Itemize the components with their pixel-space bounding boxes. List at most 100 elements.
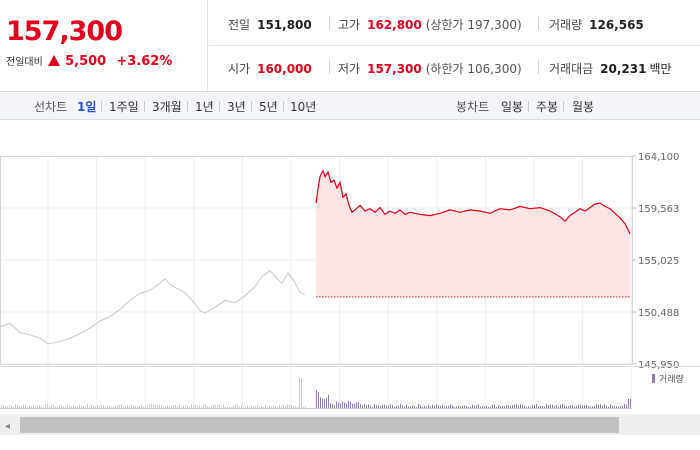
- volume-bar: [245, 406, 246, 408]
- tab-3-month[interactable]: 3개월: [152, 100, 182, 114]
- volume-bar: [215, 404, 216, 408]
- tab-daily-candle[interactable]: 일봉: [501, 100, 524, 114]
- volume-bar: [195, 404, 196, 408]
- volume-bar: [486, 405, 487, 408]
- volume-bar: [105, 406, 106, 408]
- volume-bar: [430, 406, 431, 408]
- volume-bar: [452, 405, 453, 408]
- volume-bar: [414, 406, 415, 408]
- volume-bar: [352, 403, 353, 408]
- volume-bar: [299, 378, 300, 408]
- volume-bar: [522, 404, 523, 408]
- volume-bar: [514, 404, 515, 408]
- volume-bar: [73, 405, 74, 408]
- volume-bar: [386, 405, 387, 408]
- y-tick-label: 164,100: [638, 152, 679, 163]
- volume-bar: [532, 404, 533, 408]
- tab-monthly-candle[interactable]: 월봉: [572, 100, 595, 114]
- volume-bar: [95, 406, 96, 408]
- scrollbar-thumb[interactable]: [20, 417, 619, 433]
- volume-bar: [41, 406, 42, 408]
- volume-bar: [438, 405, 439, 408]
- tab-1-year[interactable]: 1년: [195, 100, 214, 114]
- volume-bar: [239, 406, 240, 408]
- volume-bar: [229, 406, 230, 408]
- volume-bar: [263, 406, 264, 408]
- volume-bar: [480, 406, 481, 408]
- volume-bar: [534, 405, 535, 408]
- volume-bar: [508, 405, 509, 408]
- volume-bar: [77, 406, 78, 408]
- volume-bar: [243, 406, 244, 408]
- volume-bar: [191, 404, 192, 408]
- volume-bar: [25, 405, 26, 408]
- volume-bar: [45, 404, 46, 408]
- line-chart-label: 선차트: [34, 100, 68, 114]
- volume-bar: [364, 404, 365, 408]
- tab-10-year[interactable]: 10년: [290, 100, 317, 114]
- volume-bar: [410, 406, 411, 408]
- volume-bar: [199, 405, 200, 408]
- volume-bar: [273, 405, 274, 408]
- scroll-left-arrow-icon[interactable]: ◂: [5, 421, 10, 432]
- tab-3-year[interactable]: 3년: [227, 100, 246, 114]
- volume-bar: [37, 405, 38, 408]
- price-box: 157,300 전일대비 5,500 +3.62%: [0, 0, 208, 91]
- volume-bar: [283, 404, 284, 408]
- chart-scrollbar[interactable]: ◂: [0, 414, 700, 435]
- stat-value: 162,800: [367, 18, 422, 32]
- volume-bar: [332, 403, 333, 408]
- volume-bar: [3, 405, 4, 408]
- volume-bar: [305, 406, 306, 408]
- stat-value: 126,565: [589, 18, 644, 32]
- volume-bar: [157, 404, 158, 408]
- volume-bar: [570, 405, 571, 408]
- candle-chart-label: 봉차트: [456, 100, 490, 114]
- tab-weekly-candle[interactable]: 주봉: [536, 100, 559, 114]
- tab-1-day[interactable]: 1일: [77, 100, 97, 114]
- volume-bar: [161, 405, 162, 408]
- volume-bar: [436, 404, 437, 408]
- tab-1-week[interactable]: 1주일: [109, 100, 139, 114]
- volume-bar: [440, 405, 441, 408]
- volume-bar: [334, 405, 335, 408]
- stat-label: 거래량: [549, 18, 583, 32]
- price-line: [315, 169, 631, 235]
- volume-bar: [554, 406, 555, 408]
- volume-grid: [47, 367, 632, 408]
- tab-separator: [563, 101, 564, 112]
- volume-bar: [484, 406, 485, 408]
- volume-bar: [578, 404, 579, 408]
- stat-value: 151,800: [257, 18, 312, 32]
- volume-bar: [418, 404, 419, 408]
- stat-separator: [329, 16, 330, 30]
- volume-bar: [358, 402, 359, 408]
- volume-bar: [303, 406, 304, 408]
- tab-5-year[interactable]: 5년: [259, 100, 278, 114]
- volume-bar: [320, 397, 321, 408]
- volume-bar: [43, 406, 44, 408]
- volume-bar: [382, 404, 383, 408]
- volume-bar: [145, 406, 146, 408]
- volume-bar: [620, 405, 621, 408]
- volume-bar: [23, 404, 24, 408]
- volume-bar: [412, 405, 413, 408]
- volume-bar: [592, 406, 593, 408]
- volume-bar: [342, 401, 343, 408]
- volume-bar: [474, 405, 475, 408]
- volume-bar: [99, 405, 100, 408]
- volume-bar: [544, 406, 545, 408]
- volume-bar: [13, 406, 14, 408]
- volume-bar: [21, 406, 22, 408]
- stat-label: 고가: [338, 18, 361, 32]
- volume-bar: [11, 405, 12, 408]
- volume-bar: [143, 406, 144, 408]
- volume-bar: [293, 406, 294, 408]
- volume-bar: [478, 404, 479, 408]
- volume-bar: [147, 404, 148, 408]
- volume-bar: [488, 406, 489, 408]
- volume-bar: [616, 406, 617, 408]
- volume-bar: [167, 405, 168, 408]
- volume-bar: [550, 404, 551, 408]
- volume-bar: [584, 405, 585, 408]
